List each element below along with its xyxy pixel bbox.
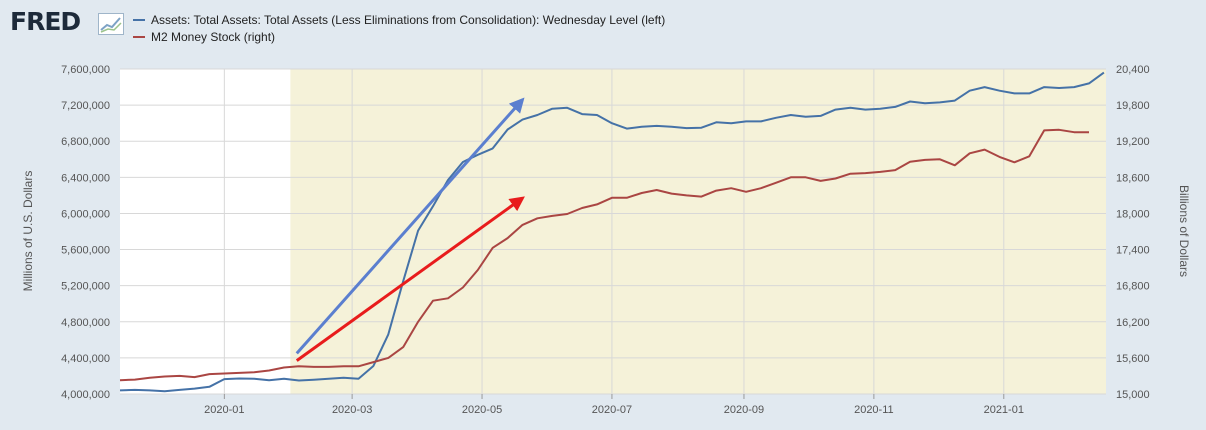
y-right-tick-label: 15,600 bbox=[1116, 353, 1150, 365]
series-line-total-assets bbox=[119, 71, 1105, 393]
x-tick-label: 2020-05 bbox=[462, 404, 502, 416]
y-right-tick-label: 16,800 bbox=[1116, 281, 1150, 293]
y-left-tick-label: 7,200,000 bbox=[61, 100, 110, 112]
legend-label-m2: M2 Money Stock (right) bbox=[151, 29, 276, 44]
x-tick-label: 2020-07 bbox=[592, 404, 632, 416]
y-right-tick-label: 19,800 bbox=[1116, 100, 1150, 112]
y-left-tick-label: 4,800,000 bbox=[61, 317, 110, 329]
y-right-tick-label: 18,600 bbox=[1116, 172, 1150, 184]
y-left-axis-title: Millions of U.S. Dollars bbox=[21, 171, 35, 292]
series-line-m2-money-stock bbox=[119, 128, 1089, 382]
annotation-arrow-blue bbox=[295, 97, 525, 355]
legend-item-m2[interactable]: M2 Money Stock (right) bbox=[133, 28, 665, 45]
y-left-tick-label: 5,200,000 bbox=[61, 281, 110, 293]
line-chart-icon bbox=[98, 13, 124, 35]
legend: Assets: Total Assets: Total Assets (Less… bbox=[133, 11, 665, 45]
y-left-tick-label: 5,600,000 bbox=[61, 245, 110, 257]
x-tick-label: 2020-11 bbox=[854, 404, 894, 416]
recession-shading bbox=[290, 69, 1106, 394]
y-right-tick-label: 20,400 bbox=[1116, 64, 1150, 76]
y-right-tick-label: 18,000 bbox=[1116, 208, 1150, 220]
x-tick-label: 2020-03 bbox=[332, 404, 372, 416]
fred-logo: FRED bbox=[10, 7, 81, 36]
legend-label-assets: Assets: Total Assets: Total Assets (Less… bbox=[151, 12, 666, 27]
legend-item-assets[interactable]: Assets: Total Assets: Total Assets (Less… bbox=[133, 11, 665, 28]
x-tick-label: 2021-01 bbox=[984, 404, 1024, 416]
y-left-tick-label: 6,800,000 bbox=[61, 136, 110, 148]
y-right-axis-title: Billions of Dollars bbox=[1177, 185, 1191, 277]
y-right-tick-label: 17,400 bbox=[1116, 245, 1150, 257]
legend-swatch-assets bbox=[133, 18, 145, 21]
y-left-tick-label: 4,000,000 bbox=[61, 389, 110, 401]
y-left-tick-label: 4,400,000 bbox=[61, 353, 110, 365]
legend-swatch-m2 bbox=[133, 35, 145, 38]
y-right-tick-label: 16,200 bbox=[1116, 317, 1150, 329]
y-left-tick-label: 7,600,000 bbox=[61, 64, 110, 76]
x-tick-label: 2020-01 bbox=[204, 404, 244, 416]
y-right-tick-label: 19,200 bbox=[1116, 136, 1150, 148]
y-right-tick-label: 15,000 bbox=[1116, 389, 1150, 401]
y-left-tick-label: 6,400,000 bbox=[61, 172, 110, 184]
y-left-tick-label: 6,000,000 bbox=[61, 208, 110, 220]
x-tick-label: 2020-09 bbox=[724, 404, 764, 416]
annotation-arrow-red bbox=[295, 196, 525, 362]
